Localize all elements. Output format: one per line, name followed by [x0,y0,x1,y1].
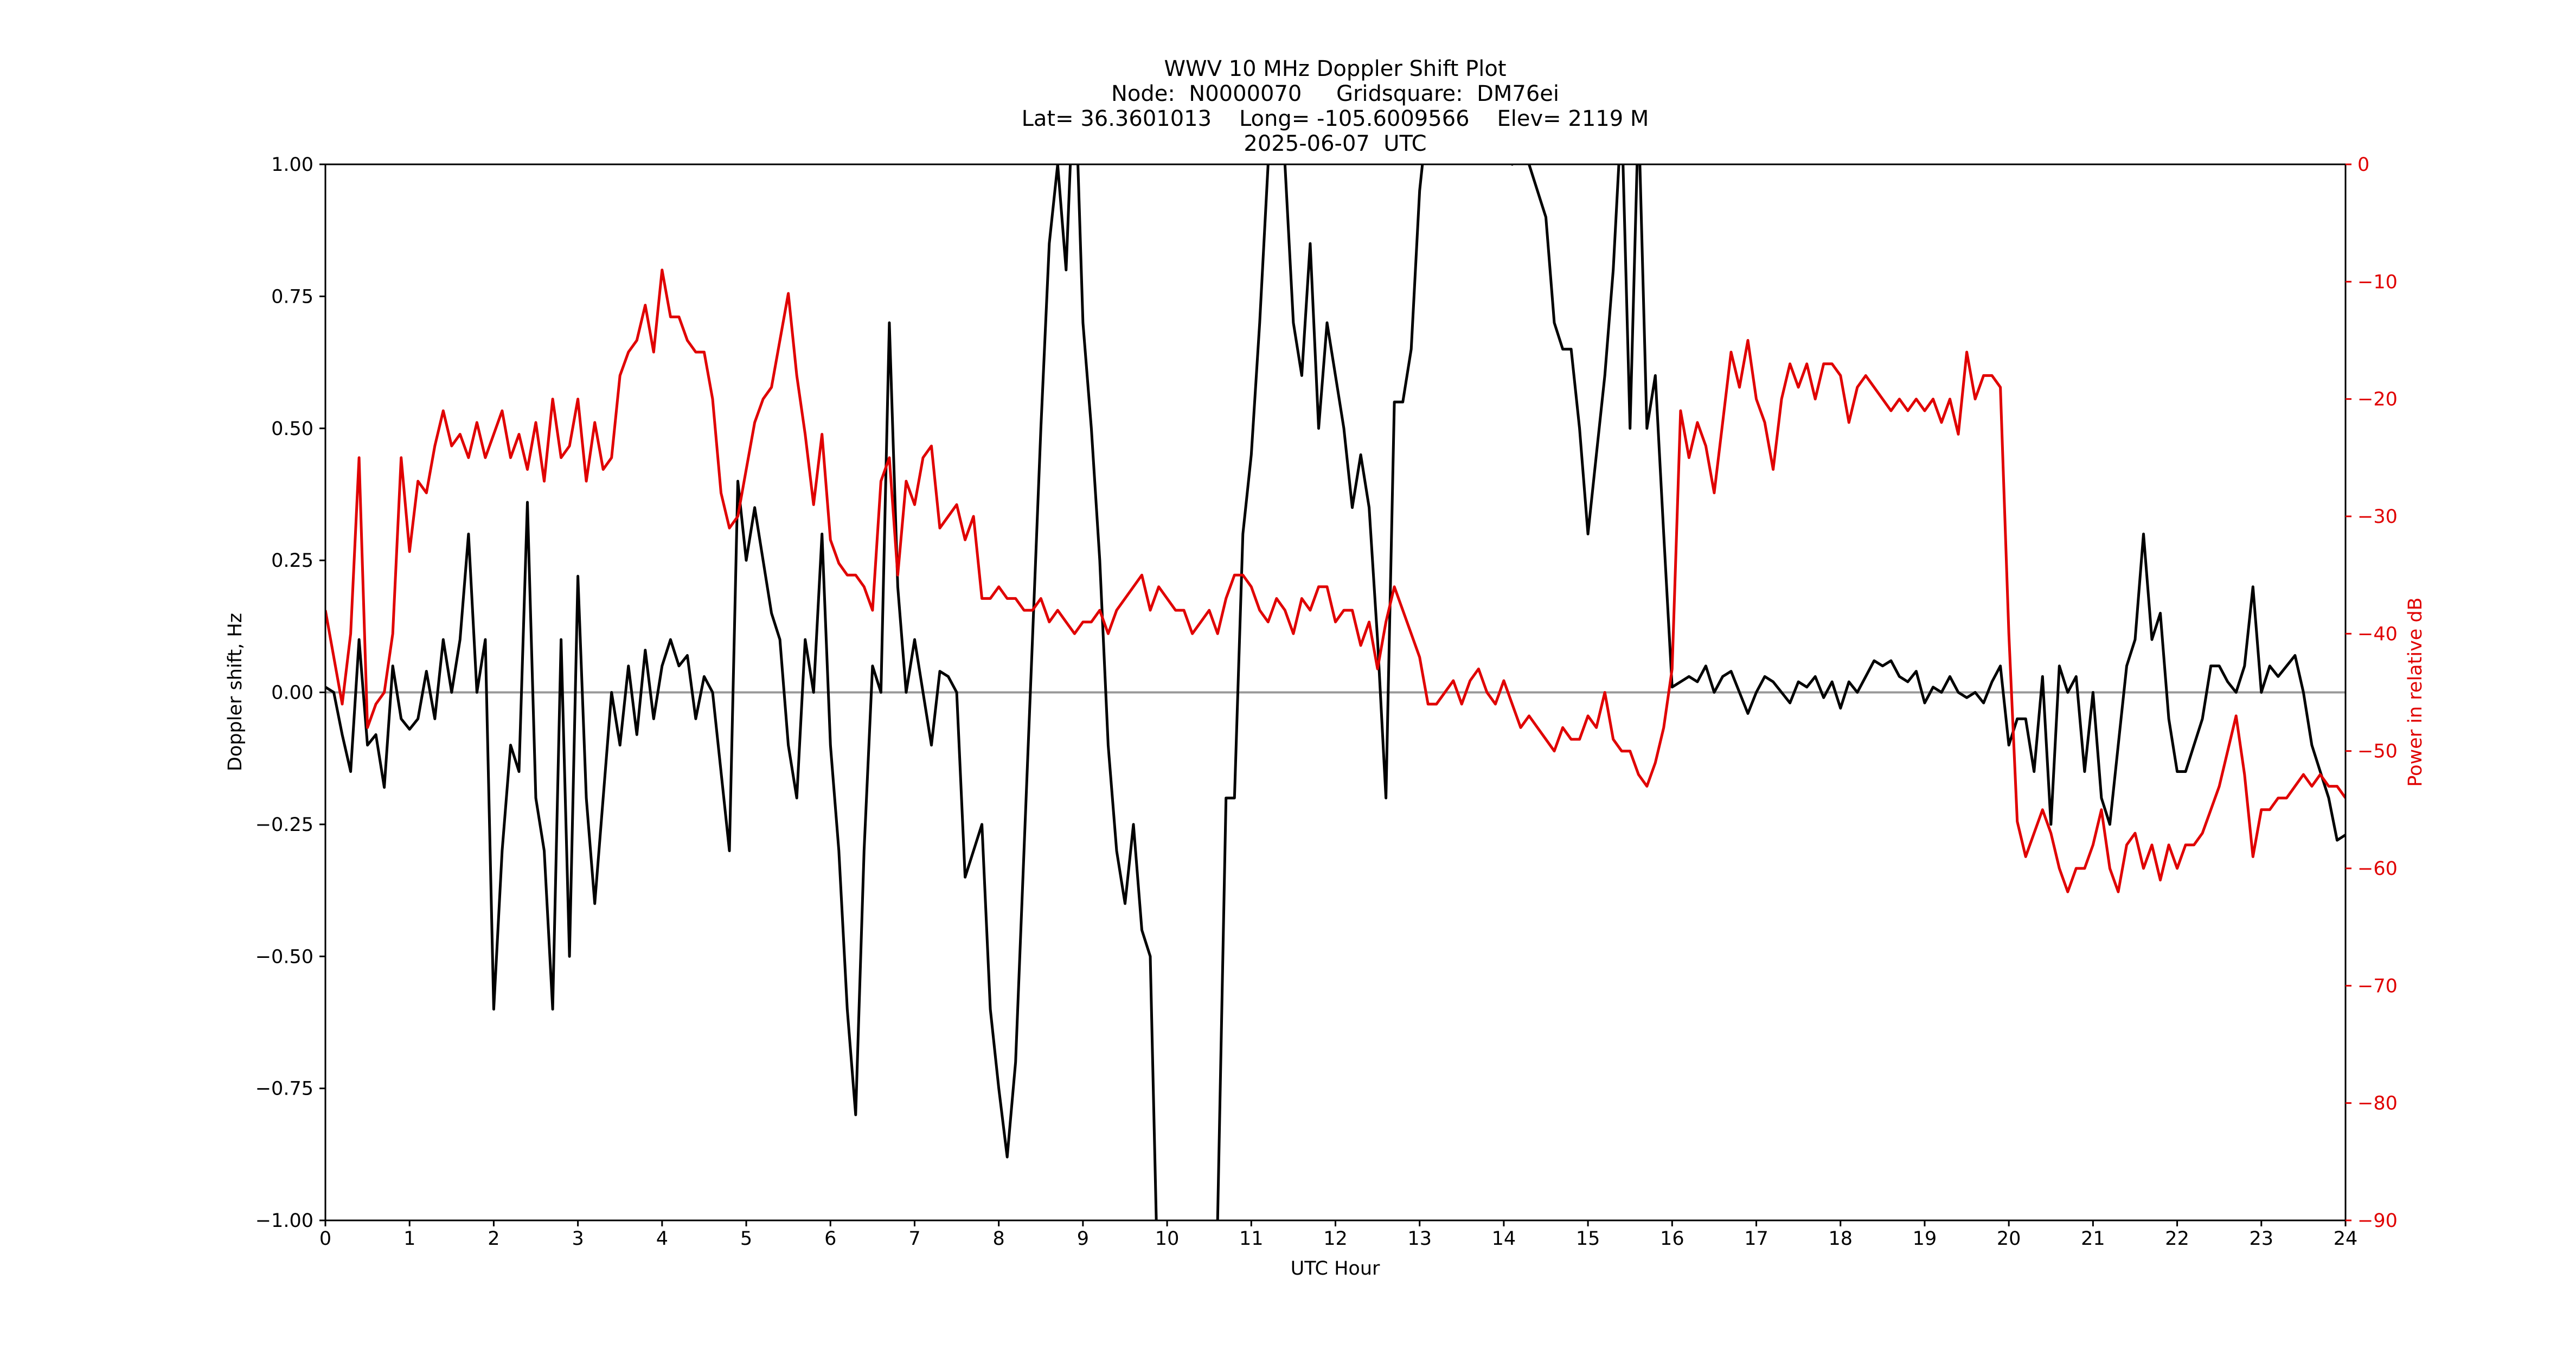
x-tick-label: 5 [740,1228,752,1250]
chart-title: WWV 10 MHz Doppler Shift Plot [1164,56,1506,81]
x-tick-label: 4 [656,1228,668,1250]
x-tick-label: 23 [2250,1228,2274,1250]
series-line [325,164,2346,1220]
x-tick-label: 2 [488,1228,499,1250]
y2-tick-label: 0 [2357,154,2369,176]
x-tick-label: 7 [908,1228,920,1250]
y-tick-label: 0.75 [271,286,313,308]
y2-tick-label: −20 [2357,389,2398,411]
y-tick-label: 0.25 [271,550,313,572]
series-line [325,268,2346,893]
x-tick-label: 9 [1077,1228,1089,1250]
y-tick-label: 0.50 [271,418,313,440]
x-tick-label: 1 [403,1228,415,1250]
y2-tick-label: −70 [2357,975,2398,997]
x-tick-label: 17 [1744,1228,1768,1250]
y2-tick-label: −90 [2357,1210,2398,1232]
x-tick-label: 19 [1913,1228,1937,1250]
x-tick-label: 14 [1492,1228,1516,1250]
x-tick-label: 24 [2334,1228,2358,1250]
y2-tick-label: −10 [2357,271,2398,293]
x-tick-label: 13 [1407,1228,1432,1250]
x-tick-label: 15 [1576,1228,1600,1250]
x-tick-label: 10 [1155,1228,1180,1250]
y2-tick-label: −30 [2357,506,2398,528]
y2-tick-label: −40 [2357,623,2398,645]
y2-tick-label: −80 [2357,1093,2398,1115]
y-tick-label: 1.00 [271,154,313,176]
y-axis-label: Doppler shift, Hz [225,613,246,771]
y-tick-label: −1.00 [255,1210,313,1232]
plot-area [325,164,2346,1220]
x-tick-label: 22 [2165,1228,2189,1250]
chart-subtitle: Lat= 36.3601013 Long= -105.6009566 Elev=… [1022,106,1649,131]
x-tick-label: 21 [2081,1228,2105,1250]
x-tick-label: 0 [319,1228,331,1250]
chart-subtitle: 2025-06-07 UTC [1244,131,1426,156]
y-tick-label: −0.75 [255,1078,313,1100]
x-tick-label: 12 [1323,1228,1348,1250]
x-axis-label: UTC Hour [1291,1258,1380,1280]
chart-subtitle: Node: N0000070 Gridsquare: DM76ei [1111,81,1559,106]
y-tick-label: 0.00 [271,682,313,704]
y2-tick-label: −60 [2357,858,2398,880]
x-tick-label: 6 [824,1228,836,1250]
y-tick-label: −0.50 [255,946,313,968]
x-tick-label: 20 [1997,1228,2021,1250]
x-tick-label: 16 [1660,1228,1684,1250]
y2-tick-label: −50 [2357,741,2398,763]
x-tick-label: 18 [1828,1228,1853,1250]
y-tick-label: −0.25 [255,814,313,836]
x-tick-label: 3 [572,1228,584,1250]
x-tick-label: 11 [1239,1228,1264,1250]
x-tick-label: 8 [993,1228,1005,1250]
y2-axis-label: Power in relative dB [2405,597,2426,786]
